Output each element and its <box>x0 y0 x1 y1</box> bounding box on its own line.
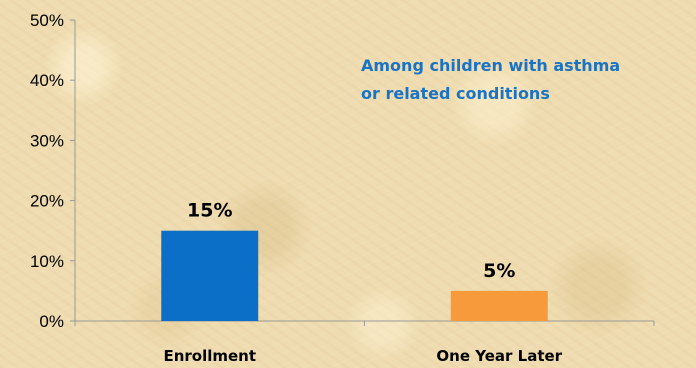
chart-annotation: Among children with asthma or related co… <box>361 52 696 108</box>
y-tick-label: 0% <box>39 312 64 331</box>
category-label-1: One Year Later <box>436 347 562 365</box>
data-label-1: 5% <box>483 260 515 282</box>
category-label-0: Enrollment <box>163 347 256 365</box>
y-axis: 0% 10% 20% 30% 40% 50% <box>30 11 76 331</box>
annotation-line-2: or related conditions <box>361 84 550 103</box>
annotation-line-1: Among children with asthma <box>361 56 621 75</box>
bar-1 <box>450 290 548 321</box>
y-tick-label: 20% <box>30 192 64 211</box>
x-axis <box>74 320 655 326</box>
category-labels: Enrollment One Year Later <box>163 347 562 365</box>
bar-0 <box>161 230 259 321</box>
y-tick-label: 30% <box>30 131 64 150</box>
y-tick-label: 50% <box>30 11 64 30</box>
data-labels: 15% 5% <box>187 200 515 282</box>
y-tick-label: 40% <box>30 71 64 90</box>
bars <box>161 230 548 321</box>
y-tick-label: 10% <box>30 252 64 271</box>
data-label-0: 15% <box>187 200 232 222</box>
